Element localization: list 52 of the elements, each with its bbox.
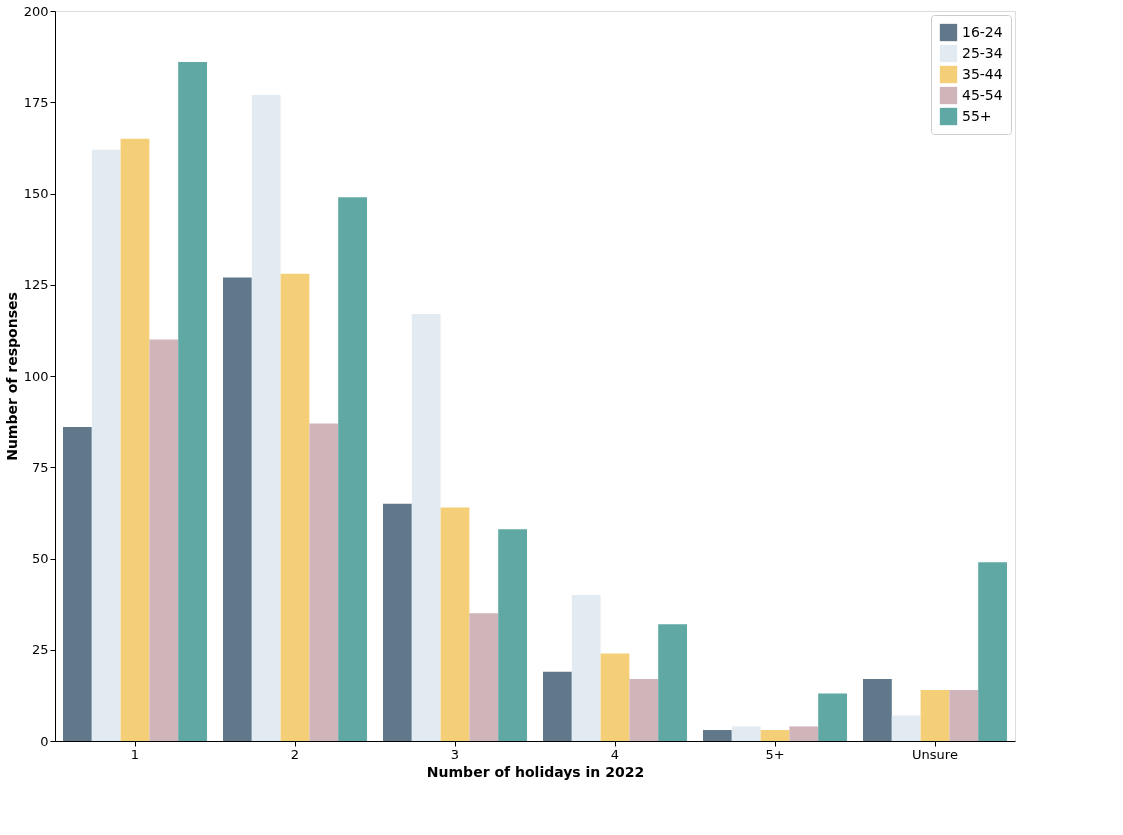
legend-label: 55+ bbox=[962, 107, 992, 124]
x-tick-label: Unsure bbox=[912, 746, 958, 762]
bar bbox=[411, 313, 441, 741]
y-tick-label: 50 bbox=[31, 551, 49, 566]
bar bbox=[891, 715, 921, 741]
bar bbox=[760, 730, 790, 741]
bar bbox=[120, 138, 150, 741]
bar bbox=[571, 595, 601, 741]
x-tick-label: 5+ bbox=[765, 746, 785, 762]
x-tick-label: 4 bbox=[610, 746, 620, 762]
bar bbox=[818, 693, 847, 741]
bar bbox=[949, 689, 979, 741]
x-tick-label: 3 bbox=[450, 746, 460, 762]
bar bbox=[600, 653, 630, 741]
bar bbox=[629, 678, 659, 741]
y-tick-label: 200 bbox=[23, 3, 49, 19]
y-tick-label: 25 bbox=[31, 642, 49, 658]
bar bbox=[440, 507, 470, 741]
bar bbox=[338, 197, 367, 741]
bar bbox=[920, 689, 950, 741]
y-tick-label: 0 bbox=[40, 733, 49, 749]
bar bbox=[149, 339, 179, 741]
bar bbox=[658, 624, 687, 741]
bar bbox=[223, 277, 252, 741]
y-tick-label: 100 bbox=[23, 368, 49, 384]
bar bbox=[978, 562, 1007, 741]
bar bbox=[469, 613, 499, 741]
bar bbox=[731, 726, 761, 741]
bar bbox=[280, 273, 310, 741]
x-tick-label: 2 bbox=[290, 746, 300, 762]
x-tick-label: 1 bbox=[130, 746, 140, 762]
legend-label: 35-44 bbox=[962, 65, 1003, 82]
bar bbox=[703, 730, 732, 741]
y-axis-title: Number of responses bbox=[3, 292, 20, 461]
legend-label: 45-54 bbox=[962, 86, 1003, 103]
bar bbox=[498, 529, 527, 741]
x-axis-title: Number of holidays in 2022 bbox=[426, 763, 645, 780]
bar bbox=[251, 94, 281, 741]
bar bbox=[789, 726, 819, 741]
y-tick-label: 175 bbox=[23, 94, 49, 110]
bar bbox=[91, 149, 121, 741]
legend-label: 16-24 bbox=[962, 23, 1003, 40]
y-tick-label: 75 bbox=[31, 459, 49, 475]
bar bbox=[309, 423, 339, 741]
bar bbox=[178, 62, 207, 741]
y-tick-label: 150 bbox=[23, 186, 49, 201]
bar bbox=[863, 678, 892, 741]
bar bbox=[543, 671, 572, 741]
bar bbox=[383, 503, 412, 741]
legend-label: 25-34 bbox=[962, 44, 1003, 61]
y-tick-label: 125 bbox=[23, 277, 49, 293]
bar bbox=[63, 427, 92, 741]
